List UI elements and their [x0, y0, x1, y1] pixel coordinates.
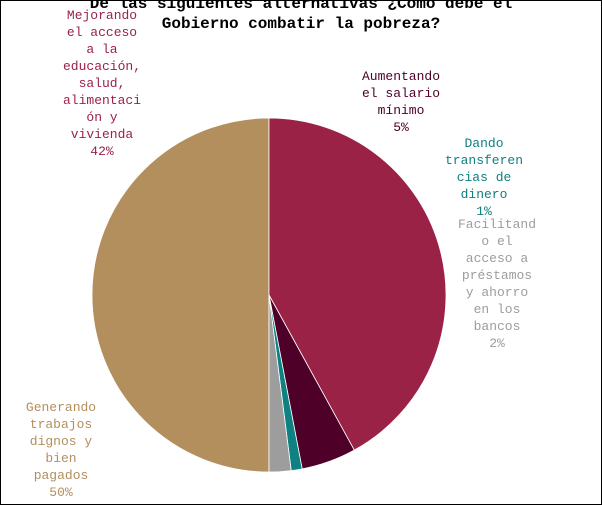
slice-label-mejorando: Mejorando el acceso a la educación, salud, al…	[46, 7, 158, 160]
slice-label-dando-line: Dando	[464, 136, 504, 151]
slice-label-mejorando-line: vivienda	[70, 127, 134, 142]
slice-label-facilitando-line: préstamos	[461, 268, 533, 283]
slice-label-facilitando-line: Facilitand	[457, 217, 536, 232]
slice-label-facilitando-line: y ahorro	[465, 285, 529, 300]
slice-label-dando-line: cias de	[456, 170, 512, 185]
slice-label-dando-line: 1%	[476, 204, 492, 219]
slice-label-facilitando: Facilitand o el acceso a préstamos y ahorro e…	[442, 216, 552, 352]
slice-label-aumentando-line: 5%	[393, 120, 409, 135]
slice-label-mejorando-line: alimentaci	[62, 93, 141, 108]
slice-label-mejorando-line: 42%	[90, 144, 114, 159]
slice-label-generando: Generando trabajos dignos y bien pagados 50%	[6, 399, 116, 501]
slice-label-facilitando-line: en los	[473, 302, 521, 317]
slice-label-facilitando-line: bancos	[473, 319, 521, 334]
chart-title-line-1: De las siguientes alternativas ¿Cómo deb…	[89, 0, 513, 13]
chart-title: De las siguientes alternativas ¿Cómo deb…	[1, 0, 601, 34]
slice-label-facilitando-line: 2%	[489, 336, 505, 351]
slice-label-aumentando: Aumentando el salario mínimo 5%	[346, 68, 456, 136]
slice-label-mejorando-line: a la	[86, 42, 118, 57]
slice-label-aumentando-line: Aumentando	[361, 69, 440, 84]
slice-label-facilitando-line: o el	[481, 234, 513, 249]
slice-label-generando-line: 50%	[49, 485, 73, 500]
slice-label-aumentando-line: el salario	[361, 86, 440, 101]
slice-label-dando-line: dinero	[460, 187, 508, 202]
slice-label-dando: Dando transferen cias de dinero 1%	[429, 135, 539, 220]
slice-label-mejorando-line: salud,	[78, 76, 126, 91]
slice-label-generando-line: trabajos	[29, 417, 93, 432]
slice-label-generando-line: bien	[45, 451, 77, 466]
pie-slice-generando	[91, 117, 270, 473]
chart-title-line-2: Gobierno combatir la pobreza?	[161, 15, 441, 33]
slice-label-generando-line: dignos y	[29, 434, 93, 449]
slice-label-mejorando-line: el acceso	[66, 25, 138, 40]
pie-slice-facilitando	[268, 294, 292, 473]
pie-slice-mejorando	[268, 117, 447, 451]
slice-label-generando-line: Generando	[25, 400, 97, 415]
slice-label-mejorando-line: ón y	[86, 110, 118, 125]
slice-label-facilitando-line: acceso a	[465, 251, 529, 266]
slice-label-aumentando-line: mínimo	[377, 103, 425, 118]
slice-label-mejorando-line: educación,	[62, 59, 141, 74]
slice-label-mejorando-line: Mejorando	[66, 8, 138, 23]
slice-label-generando-line: pagados	[33, 468, 89, 483]
slice-label-dando-line: transferen	[444, 153, 523, 168]
